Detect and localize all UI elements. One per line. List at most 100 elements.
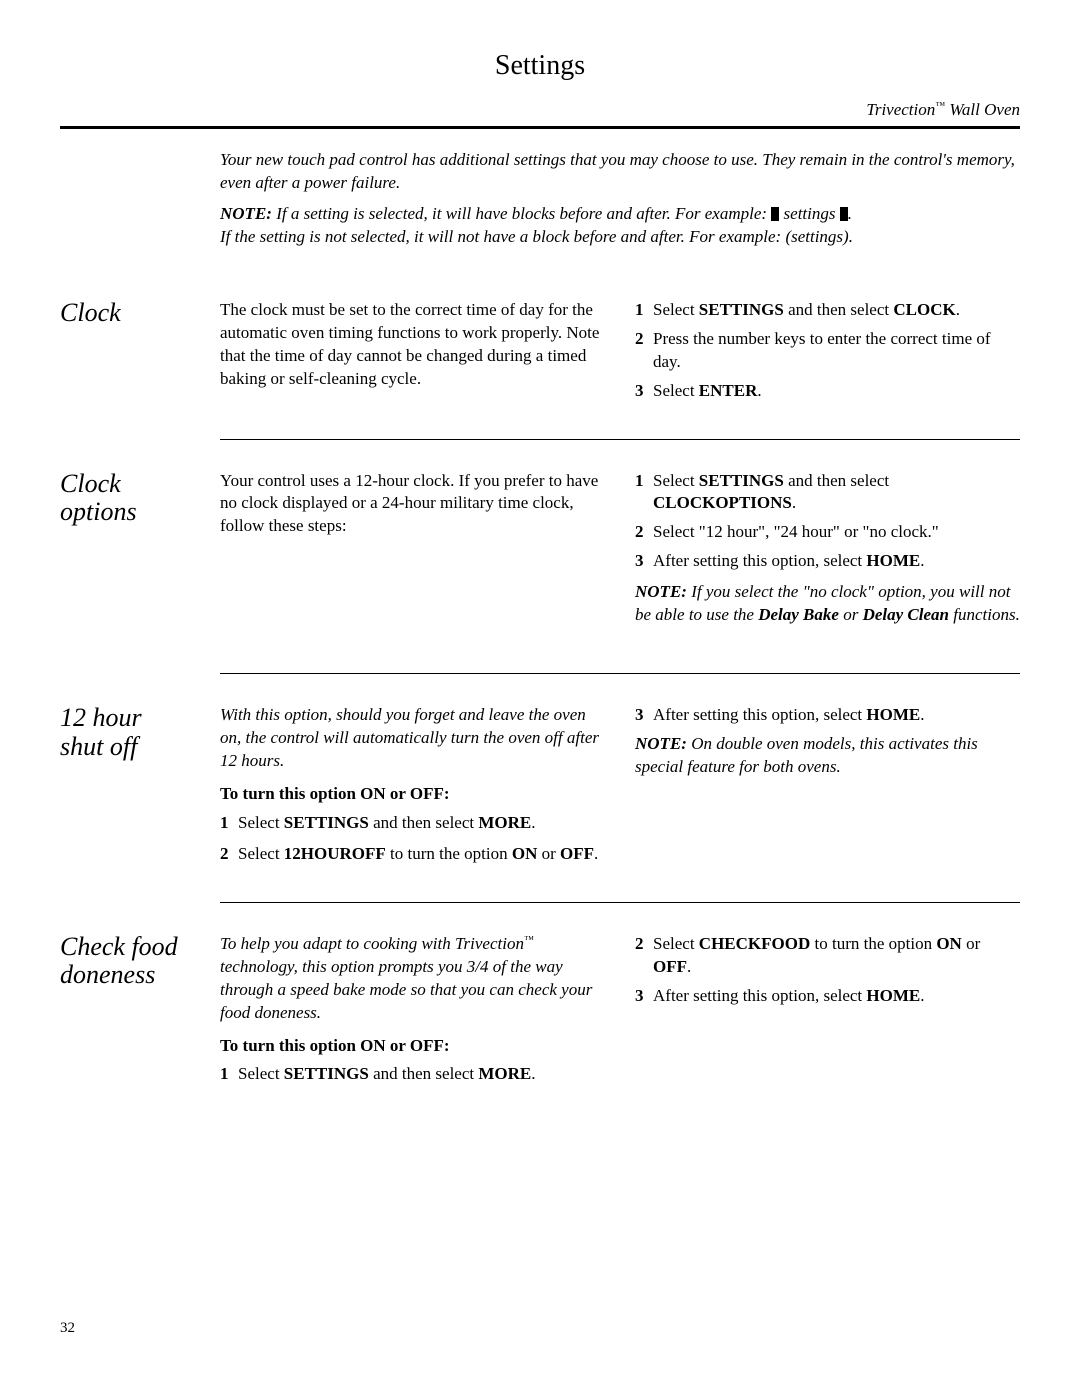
t: or (962, 934, 980, 953)
checkfood-step1: 1Select SETTINGS and then select MORE. (220, 1063, 605, 1086)
shutoff-toggle-label: To turn this option ON or OFF: (220, 783, 605, 806)
label-shutoff: 12 hour shut off (60, 704, 195, 761)
t: ENTER (699, 381, 758, 400)
shutoff-right-col: 3After setting this option, select HOME.… (635, 704, 1020, 872)
t: OFF (560, 844, 594, 863)
t: Press the number keys to enter the corre… (653, 328, 1020, 374)
block-right-icon (840, 207, 848, 221)
t: Select (653, 471, 699, 490)
section-rule (220, 673, 1020, 674)
t: After setting this option, select (653, 705, 866, 724)
clockopt-step3: 3After setting this option, select HOME. (635, 550, 1020, 573)
shutoff-step2: 2Select 12HOUROFF to turn the option ON … (220, 843, 605, 866)
subtitle-pre: Trivection (866, 100, 935, 119)
checkfood-step2: 2Select CHECKFOOD to turn the option ON … (635, 933, 1020, 979)
label-clock-options: Clock options (60, 470, 195, 527)
t: . (757, 381, 761, 400)
t: 12HOUROFF (284, 844, 386, 863)
t: functions. (949, 605, 1020, 624)
intro-block: Your new touch pad control has additiona… (220, 149, 1020, 249)
t: and then select (784, 471, 889, 490)
t: OFF (653, 957, 687, 976)
clockopt-step2: 2Select "12 hour", "24 hour" or "no cloc… (635, 521, 1020, 544)
intro-selected: settings (784, 204, 836, 223)
t: MORE (478, 813, 531, 832)
page-title: Settings (60, 50, 1020, 82)
t: After setting this option, select (653, 551, 866, 570)
t: options (60, 497, 137, 526)
tm-mark: ™ (524, 934, 534, 945)
t: Clock (60, 469, 121, 498)
t: doneness (60, 960, 155, 989)
clockopt-right-col: 1Select SETTINGS and then select CLOCKOP… (635, 470, 1020, 634)
t: Select (653, 381, 699, 400)
label-checkfood: Check food doneness (60, 933, 195, 990)
t: Select (653, 300, 699, 319)
section-clock-options: Clock options Your control uses a 12-hou… (60, 470, 1020, 634)
page-number: 32 (60, 1320, 75, 1337)
t: Delay Bake (758, 605, 839, 624)
section-rule (220, 439, 1020, 440)
t: . (920, 986, 924, 1005)
shutoff-step1: 1Select SETTINGS and then select MORE. (220, 812, 605, 835)
t: SETTINGS (284, 1064, 369, 1083)
clockopt-desc: Your control uses a 12-hour clock. If yo… (220, 470, 605, 539)
t: or (839, 605, 863, 624)
t: On double oven models, this activates th… (635, 734, 978, 776)
section-checkfood: Check food doneness To help you adapt to… (60, 933, 1020, 1093)
clockopt-left-col: Your control uses a 12-hour clock. If yo… (220, 470, 605, 634)
checkfood-toggle-label: To turn this option ON or OFF: (220, 1035, 605, 1058)
t: technology, this option prompts you 3/4 … (220, 957, 592, 1022)
shutoff-intro: With this option, should you forget and … (220, 704, 605, 773)
t: . (792, 493, 796, 512)
t: Select (238, 813, 284, 832)
t: and then select (369, 813, 479, 832)
intro-p2a: If a setting is selected, it will have b… (272, 204, 771, 223)
intro-p2: NOTE: If a setting is selected, it will … (220, 203, 1020, 249)
label-clock: Clock (60, 299, 195, 328)
t: . (920, 551, 924, 570)
t: CLOCKOPTIONS (653, 493, 792, 512)
t: . (594, 844, 598, 863)
t: CHECKFOOD (699, 934, 810, 953)
checkfood-intro: To help you adapt to cooking with Trivec… (220, 933, 605, 1025)
clock-step1: 1Select SETTINGS and then select CLOCK. (635, 299, 1020, 322)
t: or (537, 844, 560, 863)
t: HOME (866, 551, 920, 570)
t: . (956, 300, 960, 319)
t: shut off (60, 732, 137, 761)
t: SETTINGS (699, 300, 784, 319)
section-clock: Clock The clock must be set to the corre… (60, 299, 1020, 409)
t: Select (653, 934, 699, 953)
t: Check food (60, 932, 178, 961)
t: CLOCK (893, 300, 955, 319)
shutoff-note: NOTE: On double oven models, this activa… (635, 733, 1020, 779)
t: After setting this option, select (653, 986, 866, 1005)
t: to turn the option (386, 844, 512, 863)
checkfood-right-col: 2Select CHECKFOOD to turn the option ON … (635, 933, 1020, 1093)
t: and then select (369, 1064, 479, 1083)
t: HOME (866, 705, 920, 724)
t: SETTINGS (699, 471, 784, 490)
section-rule (220, 902, 1020, 903)
subtitle-post: Wall Oven (945, 100, 1020, 119)
shutoff-left-col: With this option, should you forget and … (220, 704, 605, 872)
t: and then select (784, 300, 894, 319)
t: ON (936, 934, 962, 953)
intro-p2b: . (848, 204, 852, 223)
product-subtitle: Trivection™ Wall Oven (60, 100, 1020, 120)
clockopt-step1: 1Select SETTINGS and then select CLOCKOP… (635, 470, 1020, 516)
note-label: NOTE: (220, 204, 272, 223)
t: ON (512, 844, 538, 863)
intro-p1: Your new touch pad control has additiona… (220, 149, 1020, 195)
clock-left-col: The clock must be set to the correct tim… (220, 299, 605, 409)
t: . (531, 813, 535, 832)
t: MORE (478, 1064, 531, 1083)
tm-mark: ™ (935, 100, 945, 111)
clockopt-note: NOTE: If you select the "no clock" optio… (635, 581, 1020, 627)
t: Select (238, 1064, 284, 1083)
checkfood-left-col: To help you adapt to cooking with Trivec… (220, 933, 605, 1093)
title-rule (60, 126, 1020, 129)
t: . (687, 957, 691, 976)
t: NOTE: (635, 734, 687, 753)
